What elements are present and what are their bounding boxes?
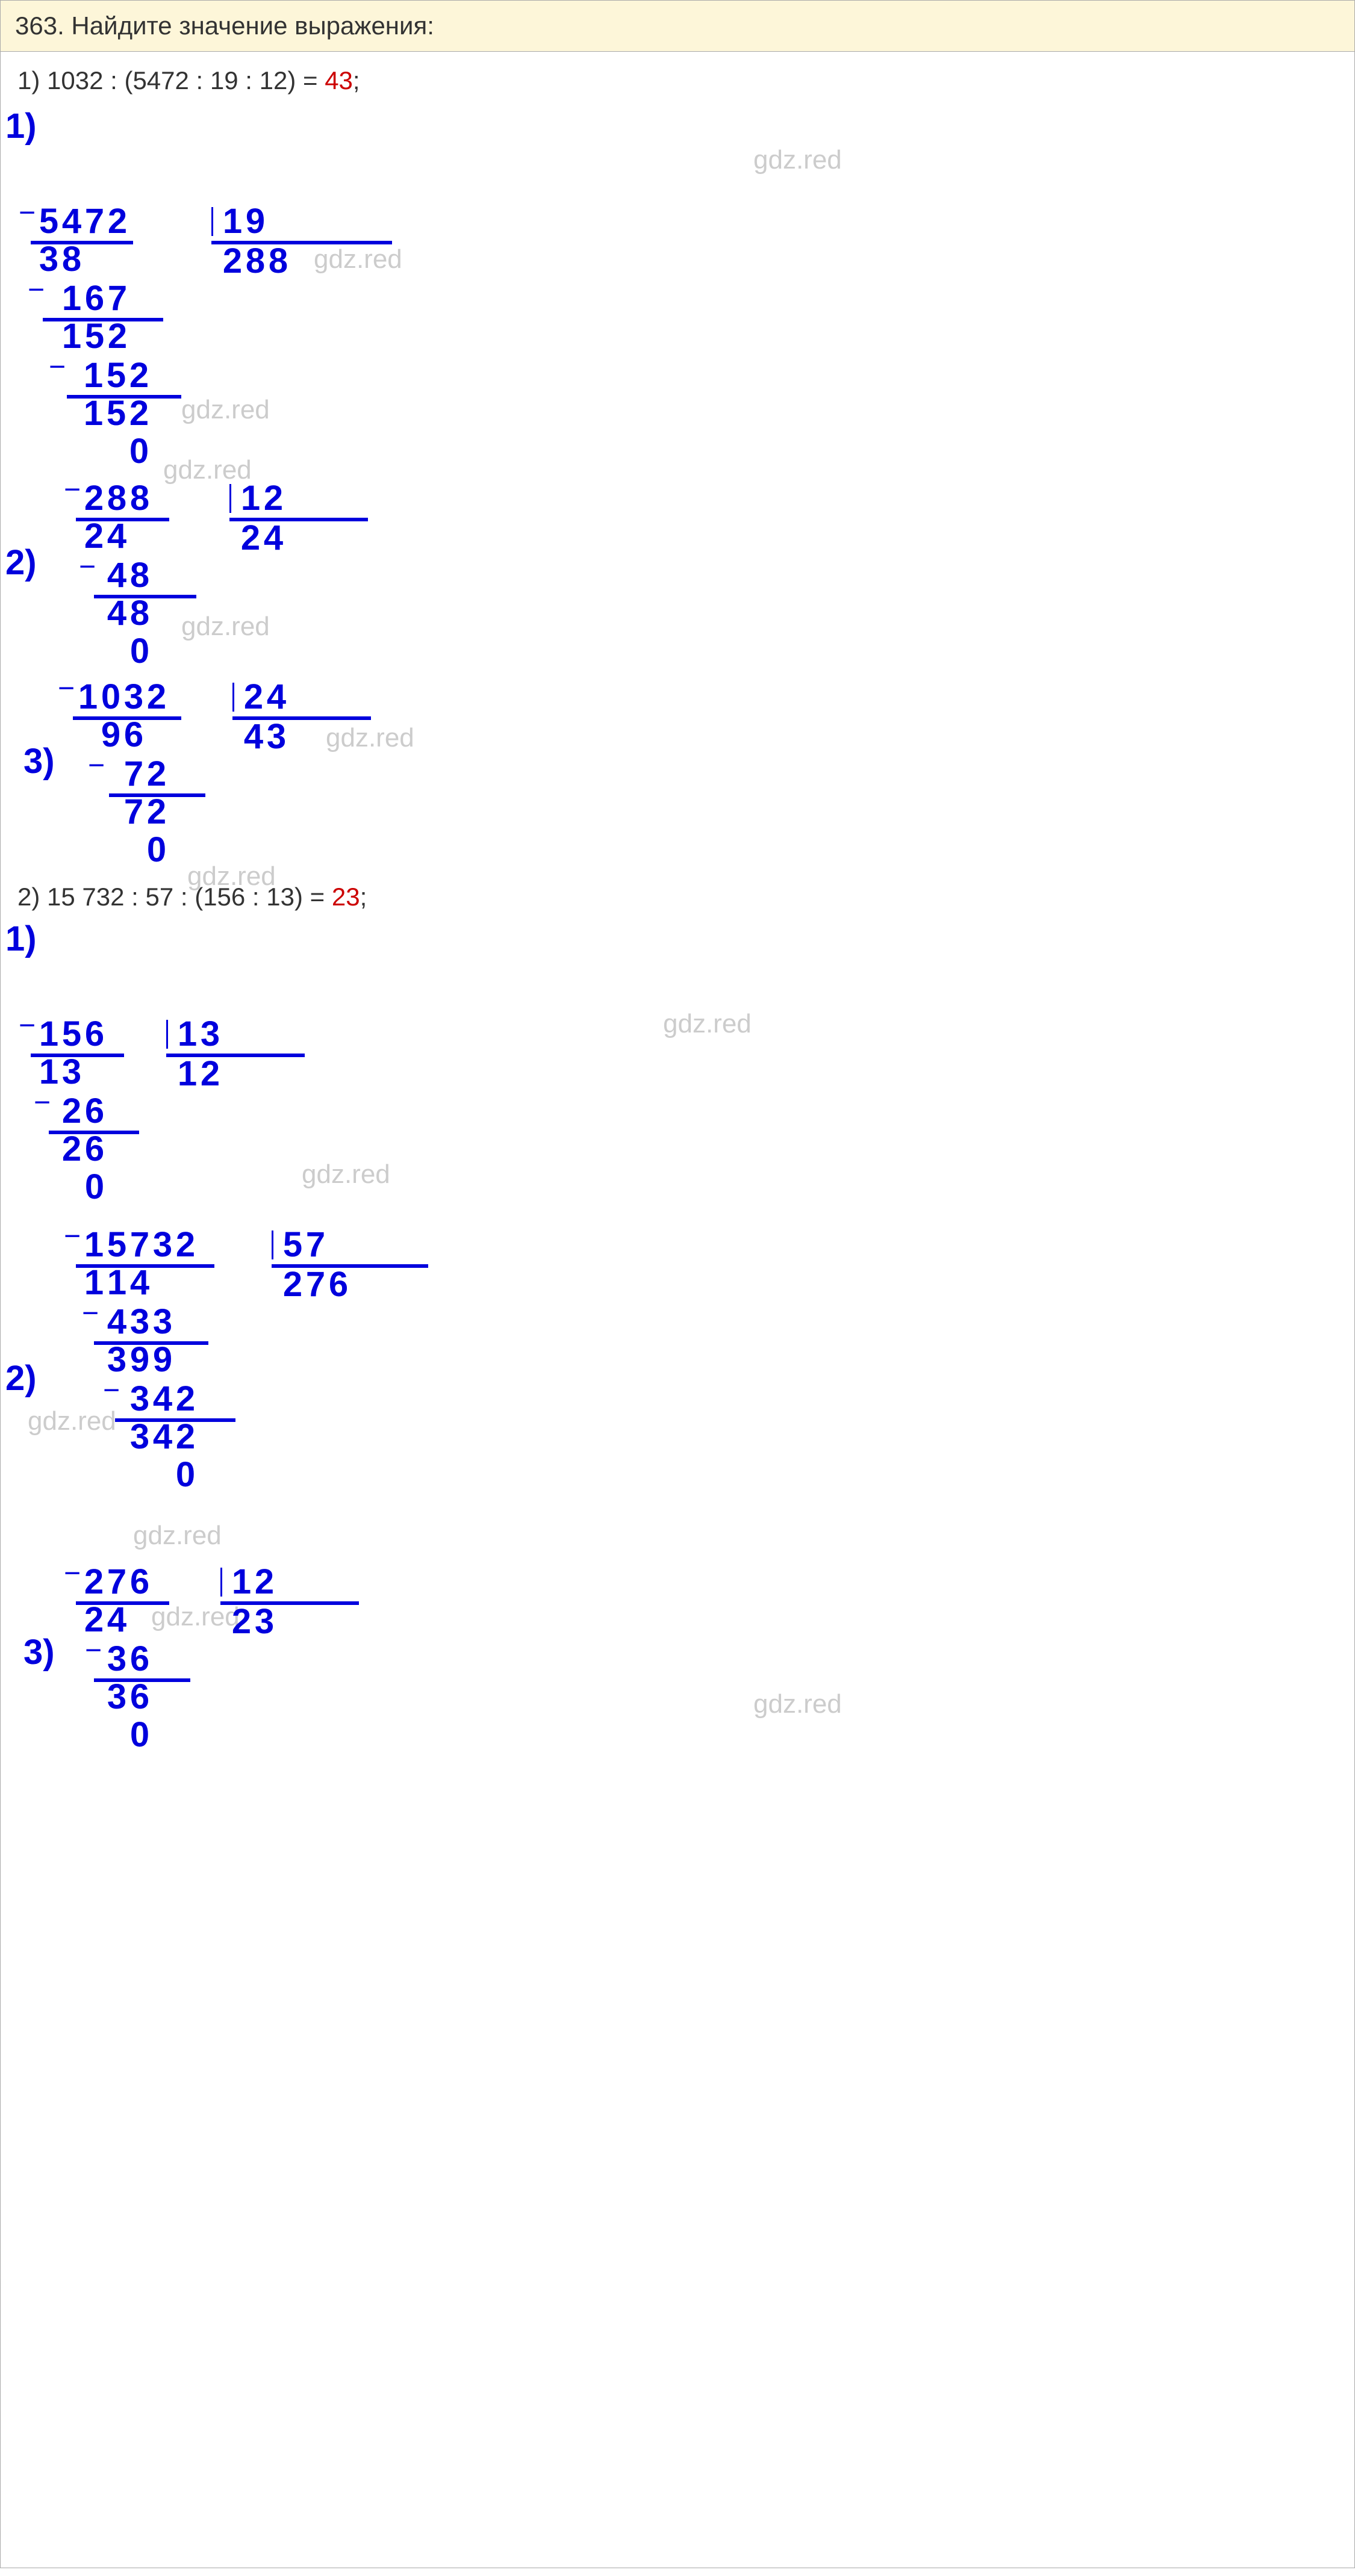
- division-6-quotient: 23: [229, 1603, 276, 1642]
- step-label-3b: 3): [23, 1632, 55, 1672]
- minus-icon: −: [64, 1557, 81, 1590]
- minus-icon: −: [19, 1009, 36, 1042]
- step-label-3: 3): [23, 741, 55, 781]
- vline: [229, 484, 231, 513]
- problem-1-line: 1) 1032 : (5472 : 19 : 12) = 43;: [17, 66, 1338, 95]
- division-1-quotient: 288: [220, 242, 290, 281]
- division-1-dividend-block: 5472 38: [37, 202, 129, 279]
- watermark: gdz.red: [753, 1689, 842, 1719]
- vline: [272, 1231, 273, 1259]
- division-6-work: 36 36 0: [82, 1640, 152, 1755]
- header-title: 363. Найдите значение выражения:: [15, 11, 434, 40]
- minus-icon: −: [19, 196, 36, 229]
- division-3-divisor: 24: [241, 678, 288, 717]
- watermark: gdz.red: [663, 1009, 752, 1039]
- watermark: gdz.red: [314, 244, 402, 275]
- watermark: gdz.red: [302, 1159, 390, 1190]
- division-1-divisor: 19: [220, 202, 267, 241]
- division-4-dividend: 156 13: [37, 1015, 107, 1092]
- minus-icon: −: [64, 1220, 81, 1253]
- division-3-dividend: 1032 96: [76, 678, 169, 755]
- division-1-work: 167 152: [37, 279, 129, 356]
- step-label-2b: 2): [5, 1358, 37, 1398]
- division-6-divisor: 12: [229, 1563, 276, 1602]
- division-3-work: 72 72 0: [76, 755, 169, 870]
- vline: [166, 1020, 168, 1049]
- step-label-2: 2): [5, 542, 37, 583]
- watermark: gdz.red: [133, 1521, 222, 1551]
- watermark: gdz.red: [187, 861, 276, 892]
- watermark: gdz.red: [181, 612, 270, 642]
- watermark: gdz.red: [181, 395, 270, 425]
- division-4-quotient: 12: [175, 1055, 222, 1094]
- minus-icon: −: [58, 672, 75, 705]
- division-1-work2: 152 152 0: [58, 356, 151, 471]
- vline: [211, 207, 213, 236]
- watermark: gdz.red: [326, 723, 414, 753]
- division-4-divisor: 13: [175, 1015, 222, 1054]
- division-2-work: 48 48 0: [82, 556, 152, 671]
- division-3-quotient: 43: [241, 718, 288, 757]
- problem-2-answer: 23: [332, 883, 360, 911]
- division-2-dividend: 288 24: [82, 479, 152, 556]
- division-5-work2: 342 342 0: [82, 1380, 198, 1495]
- vline: [220, 1568, 222, 1597]
- problem-1-suffix: ;: [353, 66, 360, 95]
- watermark: gdz.red: [151, 1602, 240, 1632]
- step-label-1: 1): [5, 106, 37, 146]
- problem-1-answer: 43: [325, 66, 353, 95]
- division-6-dividend: 276 24: [82, 1563, 152, 1640]
- header-bar: 363. Найдите значение выражения:: [0, 0, 1355, 52]
- vline: [232, 683, 234, 712]
- division-5-quotient: 276: [281, 1265, 350, 1305]
- problem-2-prefix: 2) 15 732 : 57 : (156 : 13) =: [17, 883, 332, 911]
- division-2-divisor: 12: [238, 479, 285, 518]
- division-2-quotient: 24: [238, 519, 285, 558]
- division-4-work: 26 26 0: [37, 1092, 107, 1207]
- content-area: 1) 1032 : (5472 : 19 : 12) = 43; gdz.red…: [0, 52, 1355, 2568]
- division-5-work1: 433 399: [82, 1303, 175, 1380]
- division-5-dividend: 15732 114: [82, 1226, 198, 1303]
- minus-icon: −: [64, 473, 81, 506]
- problem-1-prefix: 1) 1032 : (5472 : 19 : 12) =: [17, 66, 325, 95]
- problem-2-suffix: ;: [360, 883, 367, 911]
- watermark: gdz.red: [753, 145, 842, 175]
- step-label-1b: 1): [5, 919, 37, 959]
- division-5-divisor: 57: [281, 1226, 328, 1265]
